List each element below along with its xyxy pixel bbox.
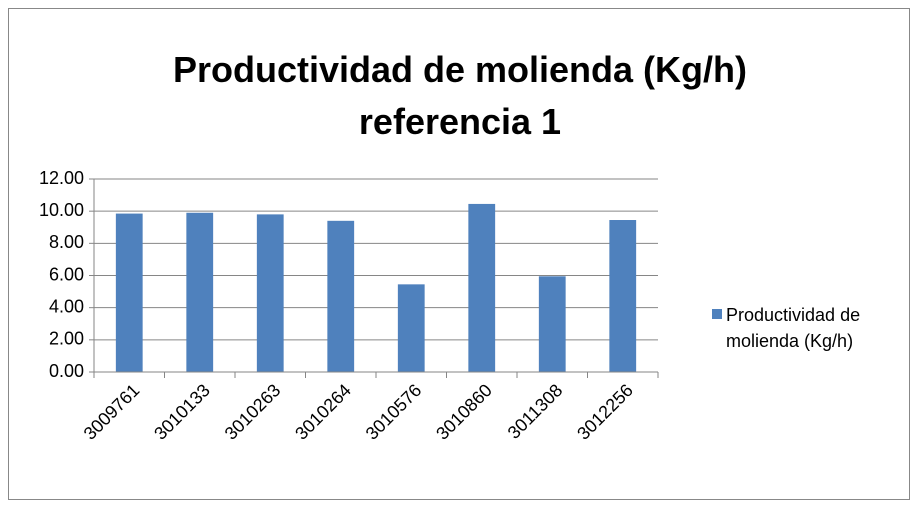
- y-tick-label: 8.00: [49, 232, 84, 252]
- y-tick-label: 10.00: [39, 200, 84, 220]
- bar: [256, 214, 284, 372]
- x-tick-label: 3011308: [504, 380, 567, 443]
- bar: [327, 220, 355, 372]
- legend: Productividad de molienda (Kg/h): [712, 302, 901, 354]
- bar: [468, 203, 496, 372]
- y-tick-label: 4.00: [49, 296, 84, 316]
- x-tick-label: 3010576: [362, 380, 426, 444]
- x-tick-label: 3012256: [573, 380, 637, 444]
- y-tick-label: 2.00: [49, 329, 84, 349]
- y-tick-label: 0.00: [49, 361, 84, 381]
- x-tick-label: 3010133: [150, 380, 214, 444]
- x-tick-label: 3010263: [221, 380, 285, 444]
- chart-title: Productividad de molienda (Kg/h) referen…: [172, 49, 748, 142]
- legend-label: Productividad de molienda (Kg/h): [726, 305, 861, 351]
- x-tick-label: 3010264: [291, 380, 355, 444]
- legend-swatch: [712, 309, 722, 319]
- y-tick-label: 12.00: [39, 168, 84, 188]
- y-tick-label: 6.00: [49, 264, 84, 284]
- bar: [538, 276, 566, 372]
- bar: [186, 212, 214, 372]
- bar: [397, 284, 425, 372]
- bar: [609, 220, 637, 372]
- x-tick-label: 3010860: [432, 380, 496, 444]
- bar: [115, 213, 143, 372]
- chart-frame: [8, 8, 910, 500]
- x-tick-label: 3009761: [80, 380, 144, 444]
